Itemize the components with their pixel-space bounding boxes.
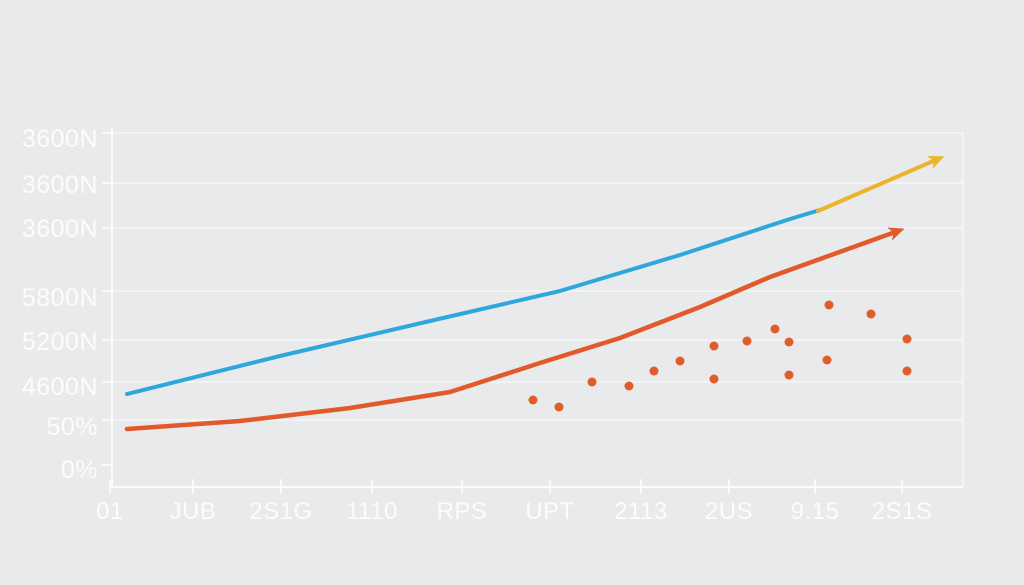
scatter-dot (784, 337, 794, 347)
x-tick-label: 2S1S (872, 498, 933, 525)
x-tick-label: RPS (437, 498, 488, 525)
scatter-dot (649, 366, 659, 376)
x-tick-label: JUB (170, 498, 217, 525)
x-tick-label: 2113 (614, 498, 668, 525)
y-tick-label: 3600N (22, 171, 98, 199)
scatter-dot (822, 355, 832, 365)
scatter-dot (866, 309, 876, 319)
y-tick-label: 5800N (22, 284, 98, 312)
scatter-dot (528, 395, 538, 405)
x-tick-label: 01 (96, 498, 124, 525)
x-tick-label: 2US (705, 498, 753, 525)
scatter-dot (902, 334, 912, 344)
x-tick-label: UPT (525, 498, 575, 525)
y-tick-label: 5200N (22, 328, 98, 356)
scatter-dot (784, 370, 794, 380)
x-tick-label: 9.15 (791, 498, 840, 525)
y-tick-label: 3600N (22, 125, 98, 153)
lower-trend-line (124, 227, 905, 432)
y-tick-label: 0% (61, 456, 98, 484)
scatter-dot (709, 374, 719, 384)
scatter-dot (742, 336, 752, 346)
scatter-dot (675, 356, 685, 366)
x-tick-label: 1110 (346, 498, 398, 525)
y-tick-label: 3600N (22, 215, 98, 243)
scatter-dot (770, 324, 780, 334)
scatter-dot (824, 300, 834, 310)
y-tick-label: 4600N (22, 373, 98, 401)
upper-trend-arrow-segment (816, 156, 945, 213)
y-tick-label: 50% (46, 413, 98, 441)
scatter-dot (624, 381, 634, 391)
upper-trend-line (125, 208, 822, 396)
scatter-dot (554, 402, 564, 412)
scatter-dot (709, 341, 719, 351)
x-tick-label: 2S1G (249, 498, 312, 525)
scatter-dot (902, 366, 912, 376)
scatter-dot (587, 377, 597, 387)
